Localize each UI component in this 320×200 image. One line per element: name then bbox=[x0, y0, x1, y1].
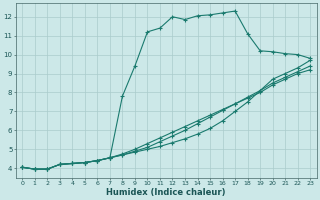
X-axis label: Humidex (Indice chaleur): Humidex (Indice chaleur) bbox=[107, 188, 226, 197]
